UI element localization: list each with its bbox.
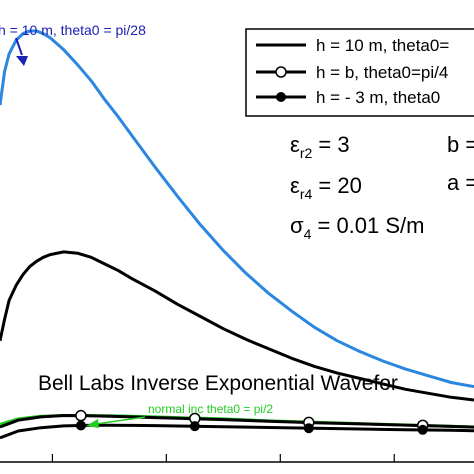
annotation-green-text: normal inc theta0 = pi/2 bbox=[148, 402, 273, 416]
series-layer bbox=[0, 29, 474, 440]
a-partial-label: a = bbox=[447, 170, 474, 195]
parameter-labels: εr2 = 3 εr4 = 20 σ4 = 0.01 S/m b = a = bbox=[290, 132, 474, 242]
series-line-4 bbox=[0, 414, 474, 429]
annotation-green-arrowhead bbox=[86, 419, 99, 428]
series-5-marker-4 bbox=[417, 424, 428, 435]
legend-marker-2 bbox=[275, 66, 287, 78]
annotation-blue-arrow bbox=[15, 37, 23, 56]
epsilon-r4-label: εr4 = 20 bbox=[290, 173, 362, 202]
series-5-marker-1 bbox=[75, 420, 86, 431]
series-line-2 bbox=[0, 250, 474, 402]
legend-label-3: h = - 3 m, theta0 bbox=[316, 88, 440, 107]
waveform-title: Bell Labs Inverse Exponential Wavefor bbox=[38, 372, 398, 395]
annotation-blue: h = 10 m, theta0 = pi/28 bbox=[0, 22, 146, 66]
annotation-green: normal inc theta0 = pi/2 bbox=[86, 402, 273, 428]
series-5-marker-3 bbox=[303, 423, 314, 434]
sigma-4-label: σ4 = 0.01 S/m bbox=[290, 213, 425, 242]
series-line-1 bbox=[0, 29, 474, 389]
annotation-blue-arrowhead bbox=[16, 56, 28, 66]
series-5-marker-2 bbox=[189, 421, 200, 432]
legend-entry-3: h = - 3 m, theta0 bbox=[256, 88, 440, 107]
series-4-marker-1 bbox=[75, 409, 87, 422]
x-tick-marks bbox=[51, 454, 395, 462]
series-line-5 bbox=[0, 423, 474, 440]
legend-entry-2: h = b, theta0=pi/4 bbox=[256, 63, 448, 82]
legend-entry-1: h = 10 m, theta0= bbox=[256, 36, 449, 55]
legend-label-1: h = 10 m, theta0= bbox=[316, 36, 449, 55]
legend-marker-3 bbox=[276, 92, 286, 102]
marker-layer bbox=[75, 409, 429, 435]
legend: h = 10 m, theta0= h = b, theta0=pi/4 h =… bbox=[245, 28, 474, 117]
b-partial-label: b = bbox=[447, 132, 474, 157]
annotation-green-arrow bbox=[95, 416, 146, 425]
epsilon-r2-label: εr2 = 3 bbox=[290, 132, 350, 161]
legend-label-2: h = b, theta0=pi/4 bbox=[316, 63, 448, 82]
annotation-blue-text: h = 10 m, theta0 = pi/28 bbox=[0, 22, 146, 38]
